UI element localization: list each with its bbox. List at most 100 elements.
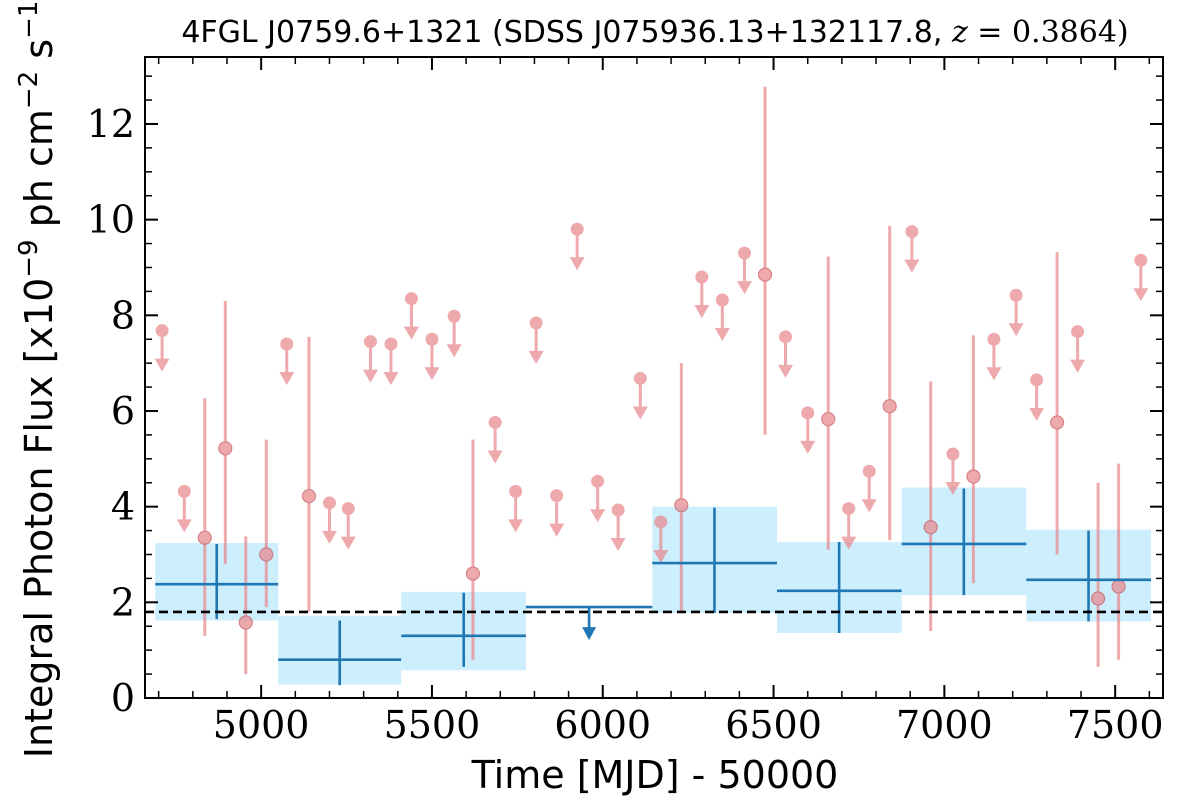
- coarse-bin-bands: [155, 487, 1152, 685]
- upper-limit-arrow-head: [362, 369, 378, 383]
- coarse-data-point: [776, 542, 902, 633]
- fine-marker: [488, 415, 502, 429]
- fine-marker: [384, 337, 398, 351]
- fine-upper-limit: [279, 337, 295, 386]
- x-tick-label: 7000: [896, 703, 993, 747]
- upper-limit-arrow-head: [176, 519, 192, 533]
- tick-labels: 5000 5500 6000 6500 7000 7500 0 2 4 6 8 10 12: [87, 102, 1164, 747]
- upper-limit-arrow-head: [1133, 288, 1149, 302]
- fine-data-point: [238, 536, 253, 675]
- fine-marker: [591, 474, 605, 488]
- fine-data-point: [197, 398, 212, 636]
- fine-binned-points: [154, 86, 1149, 675]
- fine-upper-limit: [403, 292, 419, 340]
- coarse-data-point: [652, 507, 777, 613]
- fine-marker: [905, 225, 919, 239]
- fine-marker: [280, 337, 294, 351]
- fine-upper-limit: [569, 222, 585, 271]
- upper-limit-arrow-head: [508, 519, 524, 533]
- fine-data-point: [1111, 463, 1126, 660]
- y-tick-label: 4: [111, 485, 135, 529]
- y-tick-label: 0: [111, 676, 135, 720]
- axis-ticks: [145, 57, 1163, 699]
- coarse-data-point: [1026, 530, 1152, 622]
- fine-upper-limit: [653, 515, 669, 563]
- coarse-data-point: [401, 592, 526, 667]
- x-tick-label: 5000: [213, 703, 310, 747]
- fine-data-point: [821, 256, 836, 550]
- fine-marker: [404, 292, 418, 306]
- fine-marker: [654, 515, 668, 529]
- fine-marker: [987, 332, 1001, 346]
- upper-limit-arrow-head: [1029, 407, 1045, 421]
- fine-marker: [633, 371, 647, 385]
- fine-marker: [923, 520, 938, 535]
- fine-upper-limit: [362, 335, 378, 383]
- fine-data-point: [966, 335, 981, 584]
- fine-upper-limit: [176, 484, 192, 533]
- fine-data-point: [259, 439, 274, 608]
- upper-limit-arrow-head: [800, 440, 816, 454]
- upper-limit-arrow-head: [714, 328, 730, 342]
- fine-marker: [946, 447, 960, 461]
- fine-upper-limit: [154, 324, 170, 372]
- upper-limit-arrow-head: [569, 257, 585, 271]
- fine-upper-limit: [632, 371, 648, 420]
- fine-upper-limit: [1029, 373, 1045, 421]
- upper-limit-arrow-head: [653, 549, 669, 563]
- fine-data-point: [1050, 252, 1065, 555]
- fine-upper-limit: [778, 330, 794, 378]
- fine-marker: [218, 441, 233, 456]
- x-tick-label: 6500: [725, 703, 822, 747]
- fine-marker: [695, 270, 709, 284]
- upper-limit-arrow-head: [945, 482, 961, 496]
- fine-marker: [715, 293, 729, 307]
- fine-marker: [1090, 591, 1106, 606]
- fine-upper-limit: [590, 474, 606, 523]
- fine-marker: [447, 309, 461, 323]
- fine-upper-limit: [1008, 288, 1024, 337]
- fine-data-point: [465, 439, 481, 660]
- fine-marker: [738, 246, 752, 260]
- y-tick-label: 6: [111, 389, 135, 433]
- y-tick-label: 12: [87, 102, 135, 146]
- fine-upper-limit: [1133, 253, 1149, 302]
- fine-marker: [155, 324, 169, 338]
- fine-upper-limit: [610, 503, 626, 552]
- fine-upper-limit: [340, 502, 356, 550]
- fine-data-point: [882, 225, 897, 541]
- fine-upper-limit: [487, 415, 503, 464]
- y-axis-label: Integral Photon Flux [x10−9 ph cm−2 s−1]: [14, 0, 61, 758]
- upper-limit-arrow-head: [841, 536, 857, 550]
- fine-upper-limit: [549, 489, 565, 537]
- fine-upper-limit: [1070, 325, 1086, 373]
- fine-marker: [425, 332, 439, 346]
- fine-marker: [1030, 373, 1044, 387]
- y-tick-label: 2: [111, 580, 135, 624]
- fine-marker: [1071, 325, 1085, 339]
- fine-data-point: [1090, 482, 1106, 667]
- fine-upper-limit: [800, 406, 816, 454]
- upper-limit-arrow-head: [446, 344, 462, 358]
- fine-upper-limit: [321, 496, 337, 544]
- fine-upper-limit: [424, 332, 440, 381]
- fine-upper-limit: [714, 293, 730, 342]
- upper-limit-arrow-head: [610, 538, 626, 552]
- fine-marker: [550, 489, 564, 503]
- fine-marker: [821, 412, 836, 427]
- upper-limit-arrow-head: [778, 364, 794, 378]
- fine-data-point: [757, 86, 773, 435]
- fine-upper-limit: [383, 337, 399, 386]
- fine-data-point: [674, 363, 689, 612]
- upper-limit-arrow-head: [154, 358, 170, 372]
- x-tick-label: 6000: [554, 703, 651, 747]
- fine-upper-limit: [861, 464, 877, 513]
- upper-limit-arrow-head: [487, 450, 503, 464]
- fine-marker: [197, 530, 212, 545]
- upper-limit-arrow-head: [383, 372, 399, 386]
- fine-marker: [862, 464, 876, 478]
- fine-upper-limit: [904, 225, 920, 273]
- fine-upper-limit: [986, 332, 1002, 381]
- x-axis-label: Time [MJD] - 50000: [471, 753, 839, 797]
- fine-data-point: [301, 336, 317, 612]
